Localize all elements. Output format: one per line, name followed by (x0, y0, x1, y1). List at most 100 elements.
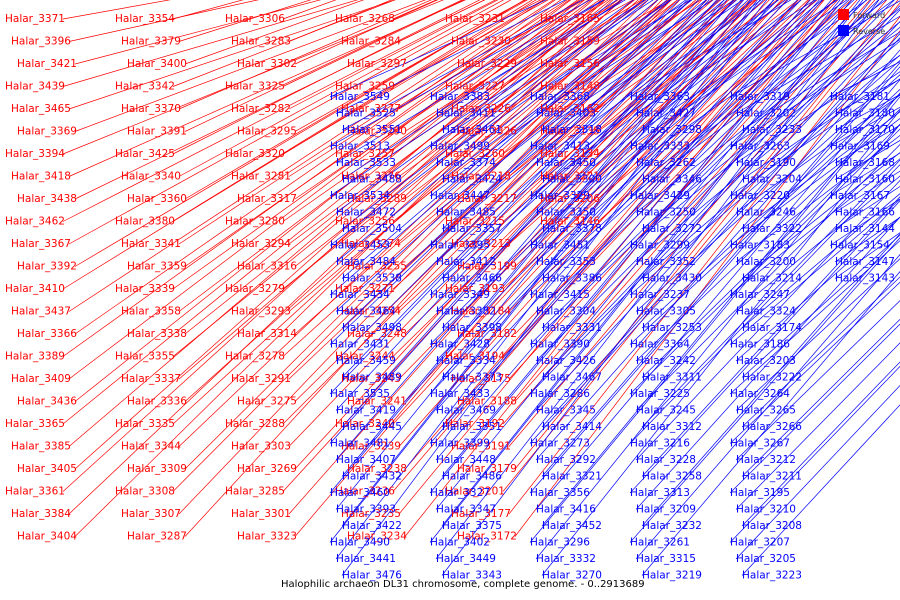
reverse-gene-label[interactable]: Halar_3143 (835, 273, 895, 285)
reverse-gene-label[interactable]: Halar_3395 (430, 240, 490, 252)
forward-gene-label[interactable]: Halar_3303 (231, 441, 291, 453)
reverse-gene-label[interactable]: Halar_3202 (736, 108, 796, 120)
reverse-gene-label[interactable]: Halar_3300 (542, 174, 602, 186)
forward-gene-label[interactable]: Halar_3159 (540, 36, 600, 48)
forward-gene-label[interactable]: Halar_3365 (5, 418, 65, 430)
forward-gene-label[interactable]: Halar_3254 (341, 306, 401, 318)
reverse-gene-label[interactable]: Halar_3258 (642, 471, 702, 483)
reverse-gene-label[interactable]: Halar_3170 (835, 124, 895, 136)
reverse-gene-label[interactable]: Halar_3398 (442, 322, 502, 334)
reverse-gene-label[interactable]: Halar_3445 (342, 421, 402, 433)
reverse-gene-label[interactable]: Halar_3261 (630, 537, 690, 549)
reverse-gene-label[interactable]: Halar_3352 (636, 256, 696, 268)
forward-gene-label[interactable]: Halar_3379 (121, 36, 181, 48)
reverse-gene-label[interactable]: Halar_3453 (330, 240, 390, 252)
reverse-gene-label[interactable]: Halar_3450 (536, 157, 596, 169)
forward-gene-label[interactable]: Halar_3336 (127, 396, 187, 408)
forward-gene-label[interactable]: Halar_3135 (540, 126, 600, 138)
forward-gene-label[interactable]: Halar_3279 (225, 283, 285, 295)
forward-gene-label[interactable]: Halar_3316 (237, 261, 297, 273)
reverse-gene-label[interactable]: Halar_3390 (530, 339, 590, 351)
forward-gene-label[interactable]: Halar_3215 (445, 216, 505, 228)
reverse-gene-label[interactable]: Halar_3386 (542, 273, 602, 285)
forward-gene-label[interactable]: Halar_3462 (5, 216, 65, 228)
reverse-gene-label[interactable]: Halar_3204 (742, 174, 802, 186)
forward-gene-label[interactable]: Halar_3255 (347, 261, 407, 273)
forward-gene-label[interactable]: Halar_3370 (121, 103, 181, 115)
forward-gene-label[interactable]: Halar_3226 (451, 103, 511, 115)
reverse-gene-label[interactable]: Halar_3535 (330, 388, 390, 400)
reverse-gene-label[interactable]: Halar_3195 (730, 487, 790, 499)
forward-gene-label[interactable]: Halar_3339 (115, 283, 175, 295)
forward-gene-label[interactable]: Halar_3274 (341, 238, 401, 250)
reverse-gene-label[interactable]: Halar_3262 (636, 157, 696, 169)
forward-gene-label[interactable]: Halar_3288 (225, 418, 285, 430)
reverse-gene-label[interactable]: Halar_3296 (530, 537, 590, 549)
reverse-gene-label[interactable]: Halar_3356 (530, 487, 590, 499)
reverse-gene-label[interactable]: Halar_3428 (430, 339, 490, 351)
reverse-gene-label[interactable]: Halar_3216 (630, 438, 690, 450)
forward-gene-label[interactable]: Halar_3193 (445, 283, 505, 295)
reverse-gene-label[interactable]: Halar_3205 (736, 553, 796, 565)
reverse-gene-label[interactable]: Halar_3429 (630, 190, 690, 202)
reverse-gene-label[interactable]: Halar_3447 (430, 190, 490, 202)
forward-gene-label[interactable]: Halar_3306 (225, 13, 285, 25)
forward-gene-label[interactable]: Halar_3335 (115, 418, 175, 430)
reverse-gene-label[interactable]: Halar_3220 (730, 190, 790, 202)
reverse-gene-label[interactable]: Halar_3183 (730, 240, 790, 252)
forward-gene-label[interactable]: Halar_3248 (347, 328, 407, 340)
reverse-gene-label[interactable]: Halar_3322 (742, 223, 802, 235)
reverse-gene-label[interactable]: Halar_3349 (430, 289, 490, 301)
forward-gene-label[interactable]: Halar_3230 (451, 36, 511, 48)
forward-gene-label[interactable]: Halar_3213 (451, 238, 511, 250)
reverse-gene-label[interactable]: Halar_3222 (742, 372, 802, 384)
forward-gene-label[interactable]: Halar_3281 (231, 171, 291, 183)
forward-gene-label[interactable]: Halar_3256 (335, 216, 395, 228)
reverse-gene-label[interactable]: Halar_3498 (342, 322, 402, 334)
reverse-gene-label[interactable]: Halar_3147 (835, 256, 895, 268)
reverse-gene-label[interactable]: Halar_3312 (642, 421, 702, 433)
reverse-gene-label[interactable]: Halar_3415 (530, 289, 590, 301)
reverse-gene-label[interactable]: Halar_3263 (730, 141, 790, 153)
reverse-gene-label[interactable]: Halar_3167 (830, 190, 890, 202)
reverse-gene-label[interactable]: Halar_3467 (542, 372, 602, 384)
reverse-gene-label[interactable]: Halar_3169 (830, 141, 890, 153)
forward-gene-label[interactable]: Halar_3235 (341, 508, 401, 520)
forward-gene-label[interactable]: Halar_3338 (127, 328, 187, 340)
forward-gene-label[interactable]: Halar_3421 (17, 58, 77, 70)
reverse-gene-label[interactable]: Halar_3223 (742, 570, 802, 582)
forward-gene-label[interactable]: Halar_3309 (127, 463, 187, 475)
reverse-gene-label[interactable]: Halar_3549 (330, 91, 390, 103)
forward-gene-label[interactable]: Halar_3326 (457, 126, 517, 138)
reverse-gene-label[interactable]: Halar_3304 (536, 306, 596, 318)
forward-gene-label[interactable]: Halar_3276 (341, 171, 401, 183)
reverse-gene-label[interactable]: Halar_3452 (542, 520, 602, 532)
forward-gene-label[interactable]: Halar_3278 (225, 351, 285, 363)
forward-gene-label[interactable]: Halar_3389 (5, 351, 65, 363)
reverse-gene-label[interactable]: Halar_3346 (642, 174, 702, 186)
reverse-gene-label[interactable]: Halar_3551 (342, 124, 402, 136)
forward-gene-label[interactable]: Halar_3323 (237, 531, 297, 543)
forward-gene-label[interactable]: Halar_3384 (11, 508, 71, 520)
forward-gene-label[interactable]: Halar_3194 (445, 351, 505, 363)
reverse-gene-label[interactable]: Halar_3476 (342, 570, 402, 582)
reverse-gene-label[interactable]: Halar_3533 (336, 157, 396, 169)
reverse-gene-label[interactable]: Halar_3490 (330, 537, 390, 549)
reverse-gene-label[interactable]: Halar_3432 (342, 471, 402, 483)
reverse-gene-label[interactable]: Halar_3393 (336, 504, 396, 516)
reverse-gene-label[interactable]: Halar_3347 (436, 504, 496, 516)
forward-gene-label[interactable]: Halar_3229 (457, 58, 517, 70)
forward-gene-label[interactable]: Halar_3355 (115, 351, 175, 363)
reverse-gene-label[interactable]: Halar_3504 (342, 223, 402, 235)
forward-gene-label[interactable]: Halar_3425 (115, 148, 175, 160)
reverse-gene-label[interactable]: Halar_3488 (342, 174, 402, 186)
reverse-gene-label[interactable]: Halar_3424 (442, 174, 502, 186)
reverse-gene-label[interactable]: Halar_3313 (630, 487, 690, 499)
forward-gene-label[interactable]: Halar_3400 (127, 58, 187, 70)
reverse-gene-label[interactable]: Halar_3332 (536, 553, 596, 565)
forward-gene-label[interactable]: Halar_3369 (17, 126, 77, 138)
reverse-gene-label[interactable]: Halar_3407 (336, 454, 396, 466)
reverse-gene-label[interactable]: Halar_3292 (536, 454, 596, 466)
reverse-gene-label[interactable]: Halar_3412 (436, 256, 496, 268)
forward-gene-label[interactable]: Halar_3227 (445, 81, 505, 93)
